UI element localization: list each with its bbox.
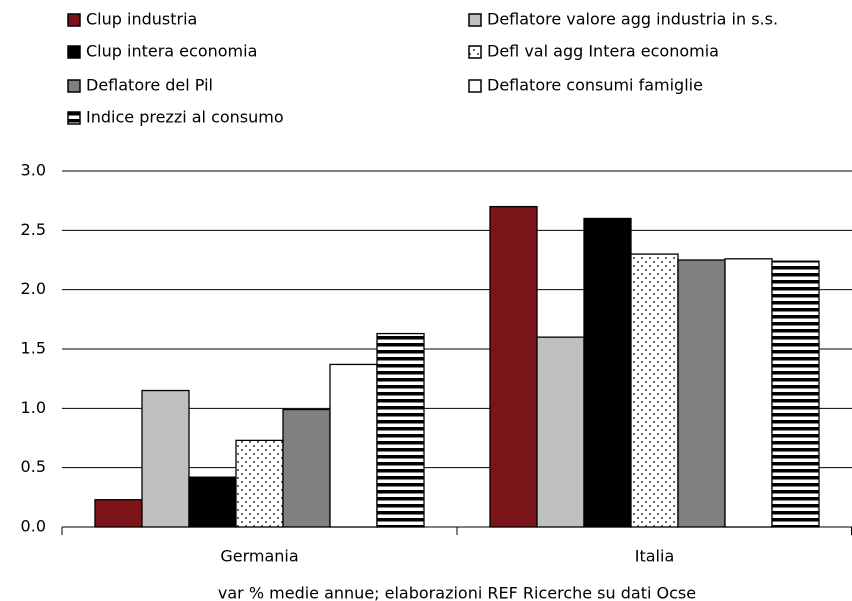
bar xyxy=(282,408,331,528)
bar xyxy=(677,259,726,528)
legend-label: Deflatore valore agg industria in s.s. xyxy=(487,10,778,29)
legend-swatch xyxy=(67,111,81,125)
legend-label: Clup intera economia xyxy=(86,42,257,61)
legend-label: Deflatore consumi famiglie xyxy=(487,76,703,95)
caption: var % medie annue; elaborazioni REF Rice… xyxy=(218,584,696,601)
legend-label: Clup industria xyxy=(86,10,197,29)
bar xyxy=(536,336,585,528)
y-tick-label: 0.5 xyxy=(21,457,46,476)
bar xyxy=(235,439,284,528)
x-tick-label: Italia xyxy=(635,547,675,566)
legend-swatch xyxy=(468,45,482,59)
bar xyxy=(771,260,820,528)
bar xyxy=(724,258,773,528)
bar xyxy=(329,363,378,528)
legend-label: Deflatore del Pil xyxy=(86,76,213,95)
bar xyxy=(489,205,538,528)
bar xyxy=(376,332,425,528)
bar xyxy=(141,389,190,528)
y-tick-label: 2.5 xyxy=(21,220,46,239)
bar xyxy=(583,217,632,528)
x-tick-label: Germania xyxy=(220,547,298,566)
legend-swatch xyxy=(67,45,81,59)
bar xyxy=(94,499,143,528)
y-tick-label: 2.0 xyxy=(21,279,46,298)
legend-label: Defl val agg Intera economia xyxy=(487,42,719,61)
bar xyxy=(188,476,237,528)
y-tick-label: 0.0 xyxy=(21,517,46,536)
y-tick-label: 1.0 xyxy=(21,398,46,417)
y-tick-label: 3.0 xyxy=(21,161,46,180)
bar xyxy=(630,253,679,528)
legend-swatch xyxy=(67,79,81,93)
y-tick-label: 1.5 xyxy=(21,339,46,358)
legend-label: Indice prezzi al consumo xyxy=(86,108,284,127)
legend-swatch xyxy=(468,13,482,27)
legend-swatch xyxy=(468,79,482,93)
legend-swatch xyxy=(67,13,81,27)
